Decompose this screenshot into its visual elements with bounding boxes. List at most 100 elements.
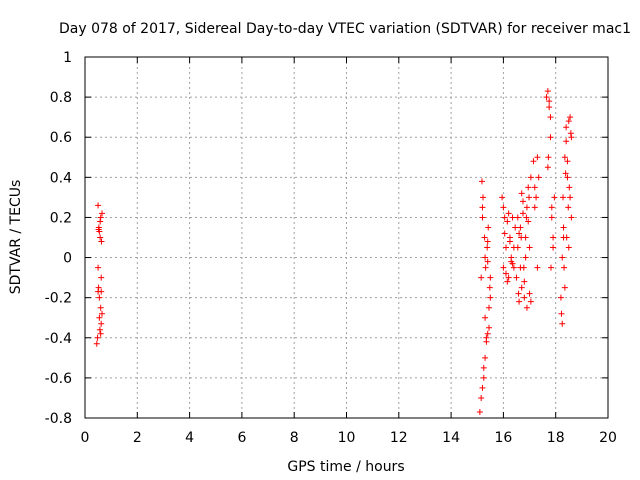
data-point <box>513 274 520 281</box>
chart-title: Day 078 of 2017, Sidereal Day-to-day VTE… <box>59 21 631 37</box>
data-point <box>514 244 521 251</box>
data-point <box>94 334 101 341</box>
x-tick-label: 10 <box>338 430 356 446</box>
grid-lines <box>85 57 608 418</box>
data-point <box>535 174 542 181</box>
data-point <box>480 194 487 201</box>
data-point <box>566 184 573 191</box>
data-point <box>518 234 525 241</box>
data-point <box>96 326 103 333</box>
data-point <box>516 298 523 305</box>
x-axis-label: GPS time / hours <box>287 459 404 475</box>
data-point <box>504 218 511 225</box>
data-point <box>526 194 533 201</box>
y-tick-label: -0.6 <box>45 371 72 387</box>
data-point <box>487 294 494 301</box>
y-tick-label: -0.8 <box>45 411 72 427</box>
data-point <box>482 354 489 361</box>
data-point <box>476 408 483 415</box>
data-point <box>565 204 572 211</box>
data-point <box>563 138 570 145</box>
data-point <box>98 320 105 327</box>
data-point <box>486 324 493 331</box>
data-point <box>478 274 485 281</box>
data-point <box>523 304 530 311</box>
data-point <box>526 244 533 251</box>
y-tick-label: 0.4 <box>50 170 72 186</box>
data-point <box>97 304 104 311</box>
y-tick-label: 0.2 <box>50 210 72 226</box>
data-point <box>485 224 492 231</box>
data-point <box>506 238 513 245</box>
x-tick-label: 4 <box>185 430 194 446</box>
data-point <box>98 238 105 245</box>
data-point <box>533 194 540 201</box>
data-point <box>531 204 538 211</box>
data-point <box>525 218 532 225</box>
data-point <box>512 224 519 231</box>
data-point <box>543 94 550 101</box>
data-point <box>530 158 537 165</box>
data-point <box>567 194 574 201</box>
data-point <box>97 234 104 241</box>
data-point <box>558 310 565 317</box>
data-point <box>559 320 566 327</box>
data-point <box>521 278 528 285</box>
data-point <box>557 294 564 301</box>
data-point <box>503 244 510 251</box>
y-tick-label: -0.2 <box>45 291 72 307</box>
data-point <box>546 98 553 105</box>
data-point <box>563 124 570 131</box>
data-point <box>486 284 493 291</box>
data-point <box>504 278 511 285</box>
data-point <box>95 226 102 233</box>
data-point <box>483 334 490 341</box>
data-point <box>480 374 487 381</box>
data-point <box>503 270 510 277</box>
data-point <box>96 314 103 321</box>
data-point <box>479 384 486 391</box>
data-point <box>568 214 575 221</box>
data-point <box>567 130 574 137</box>
data-point <box>565 118 572 125</box>
data-point <box>534 154 541 161</box>
data-point <box>510 264 517 271</box>
data-point <box>551 194 558 201</box>
data-point <box>98 210 105 217</box>
data-point <box>525 184 532 191</box>
data-point <box>561 264 568 271</box>
data-point <box>97 330 104 337</box>
x-tick-label: 14 <box>442 430 460 446</box>
data-point <box>479 204 486 211</box>
y-tick-label: 1 <box>63 50 72 66</box>
data-point <box>515 290 522 297</box>
data-point <box>527 298 534 305</box>
data-point <box>505 210 512 217</box>
data-point <box>568 134 575 141</box>
data-point <box>484 258 491 265</box>
data-point <box>98 288 105 295</box>
data-point <box>520 210 527 217</box>
data-point <box>560 224 567 231</box>
data-point <box>486 304 493 311</box>
data-point <box>564 158 571 165</box>
data-point <box>97 218 104 225</box>
data-point <box>547 134 554 141</box>
data-point <box>98 310 105 317</box>
data-point <box>509 260 516 267</box>
data-point <box>559 254 566 261</box>
data-point <box>562 170 569 177</box>
data-point <box>563 234 570 241</box>
x-tick-label: 20 <box>599 430 617 446</box>
data-point <box>482 314 489 321</box>
data-point <box>95 284 102 291</box>
data-point <box>98 274 105 281</box>
data-point <box>520 198 527 205</box>
data-point <box>499 194 506 201</box>
data-point <box>500 204 507 211</box>
data-markers <box>93 88 575 415</box>
data-point <box>481 234 488 241</box>
data-point <box>509 214 516 221</box>
data-point <box>482 264 489 271</box>
